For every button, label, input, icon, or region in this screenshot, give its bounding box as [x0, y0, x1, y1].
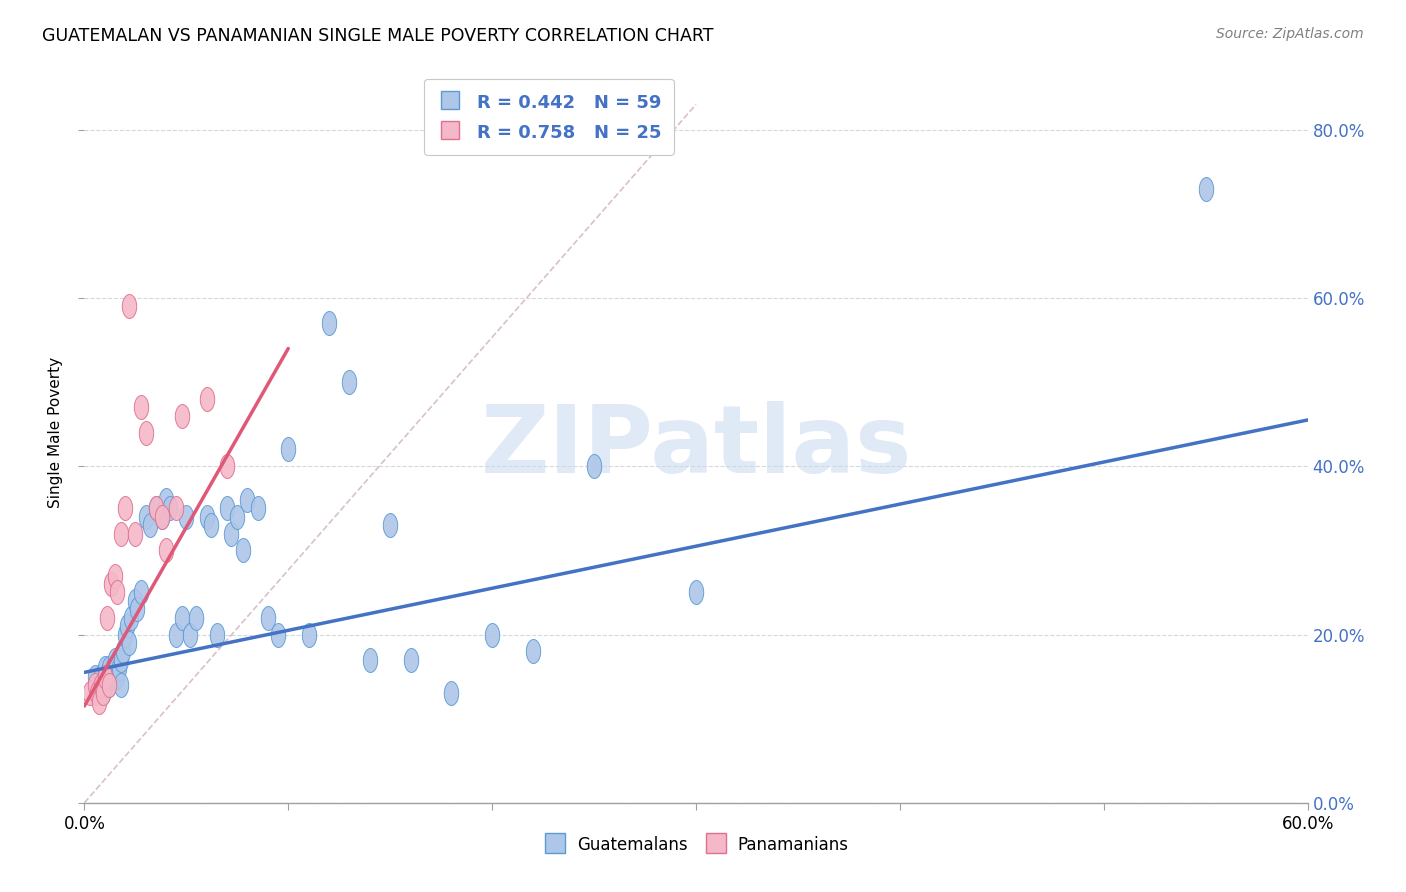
Point — [685, 585, 707, 599]
Point — [90, 678, 112, 692]
Point — [135, 509, 157, 524]
Point — [114, 501, 136, 516]
Point — [112, 644, 135, 658]
Point — [135, 425, 157, 440]
Point — [257, 610, 280, 624]
Point — [124, 594, 146, 608]
Point — [217, 459, 239, 474]
Point — [120, 610, 142, 624]
Point — [96, 610, 118, 624]
Point — [165, 501, 187, 516]
Point — [104, 568, 127, 582]
Point — [522, 644, 544, 658]
Point — [172, 409, 194, 423]
Point — [145, 501, 167, 516]
Point — [440, 686, 463, 700]
Point — [277, 442, 299, 457]
Point — [174, 509, 197, 524]
Point — [131, 401, 153, 415]
Point — [108, 661, 131, 675]
Point — [110, 653, 132, 667]
Point — [200, 518, 222, 533]
Point — [87, 695, 110, 709]
Point — [150, 509, 173, 524]
Text: GUATEMALAN VS PANAMANIAN SINGLE MALE POVERTY CORRELATION CHART: GUATEMALAN VS PANAMANIAN SINGLE MALE POV… — [42, 27, 714, 45]
Point — [236, 492, 259, 507]
Point — [79, 686, 101, 700]
Point — [110, 678, 132, 692]
Point — [583, 459, 606, 474]
Point — [339, 375, 361, 389]
Point — [104, 653, 127, 667]
Point — [217, 501, 239, 516]
Point — [105, 670, 128, 684]
Point — [101, 661, 124, 675]
Point — [100, 670, 122, 684]
Point — [179, 627, 201, 641]
Point — [91, 686, 114, 700]
Point — [195, 509, 218, 524]
Point — [205, 627, 228, 641]
Point — [150, 509, 173, 524]
Point — [90, 670, 112, 684]
Point — [359, 653, 381, 667]
Point — [124, 526, 146, 541]
Point — [145, 501, 167, 516]
Point — [399, 653, 422, 667]
Point — [226, 509, 249, 524]
Point — [110, 526, 132, 541]
Text: ZIPatlas: ZIPatlas — [481, 401, 911, 493]
Point — [138, 518, 160, 533]
Point — [97, 678, 120, 692]
Legend: Guatemalans, Panamanians: Guatemalans, Panamanians — [537, 829, 855, 861]
Point — [172, 610, 194, 624]
Point — [131, 585, 153, 599]
Point — [115, 619, 138, 633]
Point — [298, 627, 321, 641]
Point — [93, 678, 115, 692]
Point — [118, 300, 141, 314]
Point — [86, 686, 108, 700]
Point — [481, 627, 503, 641]
Point — [97, 678, 120, 692]
Point — [83, 670, 105, 684]
Point — [97, 661, 120, 675]
Point — [318, 316, 340, 330]
Point — [267, 627, 290, 641]
Point — [155, 543, 177, 558]
Point — [96, 670, 118, 684]
Point — [87, 678, 110, 692]
Point — [246, 501, 269, 516]
Point — [118, 636, 141, 650]
Point — [1195, 181, 1218, 195]
Y-axis label: Single Male Poverty: Single Male Poverty — [48, 357, 63, 508]
Point — [165, 627, 187, 641]
Point — [93, 661, 115, 675]
Point — [219, 526, 242, 541]
Point — [186, 610, 208, 624]
Point — [93, 670, 115, 684]
Point — [114, 627, 136, 641]
Point — [105, 585, 128, 599]
Point — [127, 602, 149, 616]
Point — [83, 678, 105, 692]
Text: Source: ZipAtlas.com: Source: ZipAtlas.com — [1216, 27, 1364, 41]
Point — [155, 492, 177, 507]
Point — [232, 543, 254, 558]
Point — [100, 577, 122, 591]
Point — [380, 518, 402, 533]
Point — [159, 501, 181, 516]
Point — [91, 686, 114, 700]
Point — [195, 392, 218, 406]
